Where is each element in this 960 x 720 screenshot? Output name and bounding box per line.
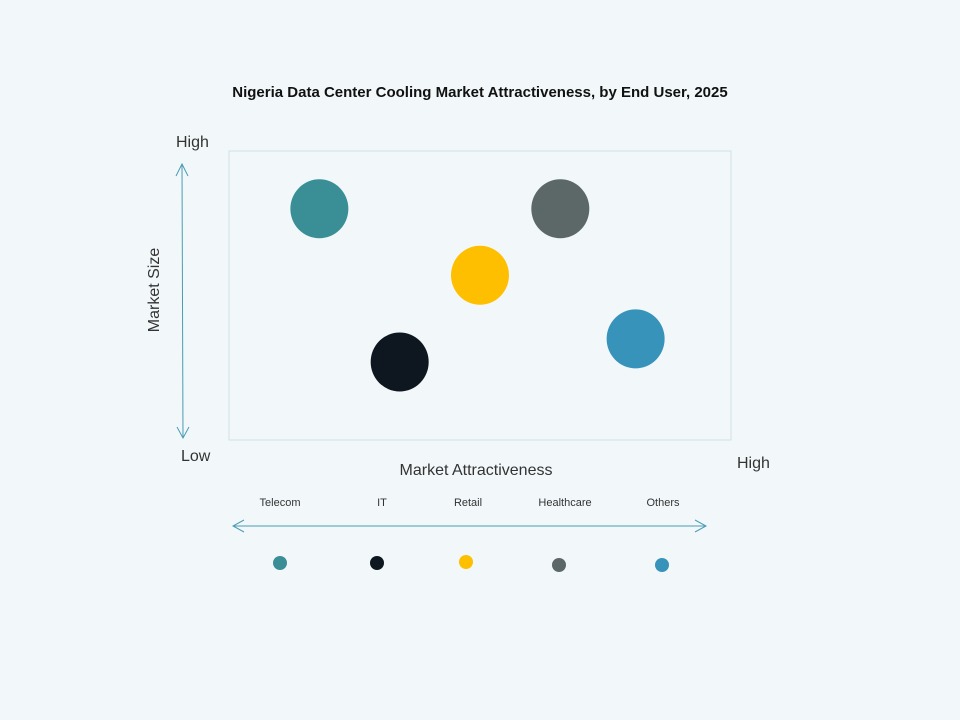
legend-label-telecom: Telecom (259, 497, 301, 509)
legend-label-it: IT (377, 497, 387, 509)
bubble-it (370, 332, 429, 392)
x-low-label: Low (181, 448, 211, 465)
legend-dot-telecom (273, 556, 287, 570)
bubble-retail (451, 245, 509, 305)
legend-dot-others (655, 558, 669, 572)
legend-dot-it (370, 556, 384, 570)
x-axis-label: Market Attractiveness (399, 462, 553, 479)
legend-arrow (231, 519, 708, 533)
y-high-label: High (176, 134, 209, 151)
x-high-label: High (737, 455, 770, 472)
chart-title: Nigeria Data Center Cooling Market Attra… (232, 84, 728, 101)
y-axis-arrow (175, 162, 190, 440)
legend-label-retail: Retail (453, 497, 483, 509)
legend-label-healthcare: Healthcare (538, 497, 592, 509)
legend-label-others: Others (646, 497, 680, 509)
legend-dot-healthcare (552, 558, 566, 572)
legend-dot-retail (459, 555, 473, 569)
bubble-telecom (290, 179, 349, 239)
bubble-healthcare (531, 179, 590, 239)
bubble-others (606, 309, 665, 369)
